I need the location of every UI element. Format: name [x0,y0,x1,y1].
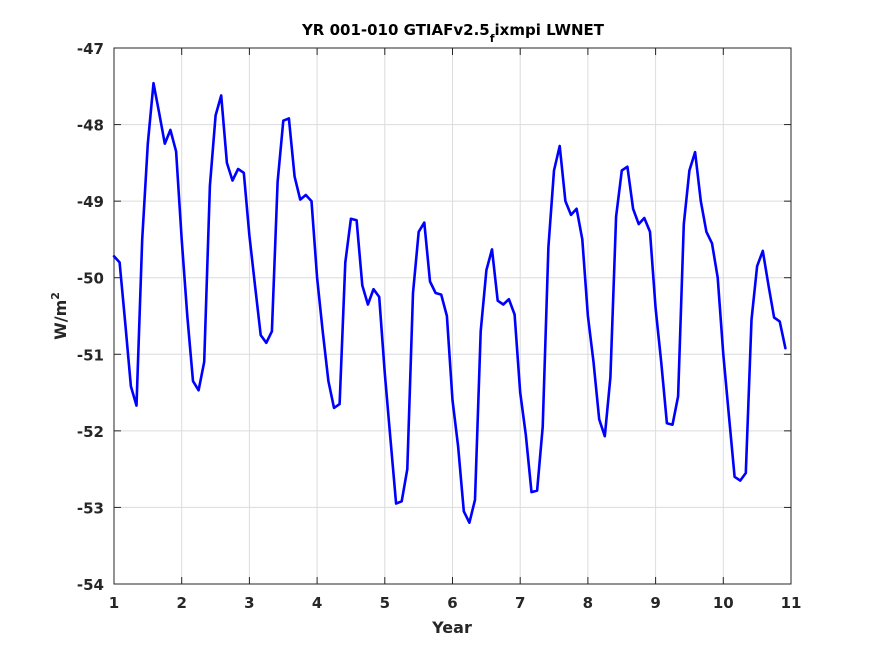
series-group [112,81,787,525]
y-tick-label: -53 [77,499,104,517]
y-tick-label: -54 [77,576,104,594]
y-tick-label: -52 [77,423,104,441]
y-axis-label-main: W/m [51,300,70,340]
x-tick-label: 1 [109,594,119,612]
x-tick-label: 4 [312,594,322,612]
series-line [112,81,787,525]
chart-title: YR 001-010 GTIAFv2.5fixmpi LWNET [301,21,605,45]
chart-title-rest: ixmpi LWNET [495,21,605,39]
x-tick-labels: 1 2 3 4 5 6 7 8 9 10 11 [109,594,802,612]
x-tick-label: 5 [380,594,390,612]
axis-ticks [113,47,792,585]
y-tick-labels: -54 -53 -52 -51 -50 -49 -48 -47 [77,40,104,594]
y-axis-label-superscript: 2 [49,292,62,300]
y-tick-label: -50 [77,270,104,288]
y-tick-label: -48 [77,117,104,135]
x-tick-label: 6 [447,594,457,612]
chart-title-subscript: f [490,32,495,45]
y-tick-label: -49 [77,193,104,211]
x-tick-label: 11 [781,594,802,612]
y-tick-label: -51 [77,346,104,364]
x-tick-label: 2 [176,594,186,612]
x-tick-label: 8 [583,594,593,612]
x-tick-label: 9 [650,594,660,612]
x-tick-label: 3 [244,594,254,612]
y-tick-label: -47 [77,40,104,58]
chart-title-main: YR 001-010 GTIAFv2.5 [301,21,490,39]
x-tick-label: 7 [515,594,525,612]
x-axis-label: Year [431,618,472,637]
x-tick-label: 10 [713,594,734,612]
y-axis-label: W/m2 [49,292,70,340]
